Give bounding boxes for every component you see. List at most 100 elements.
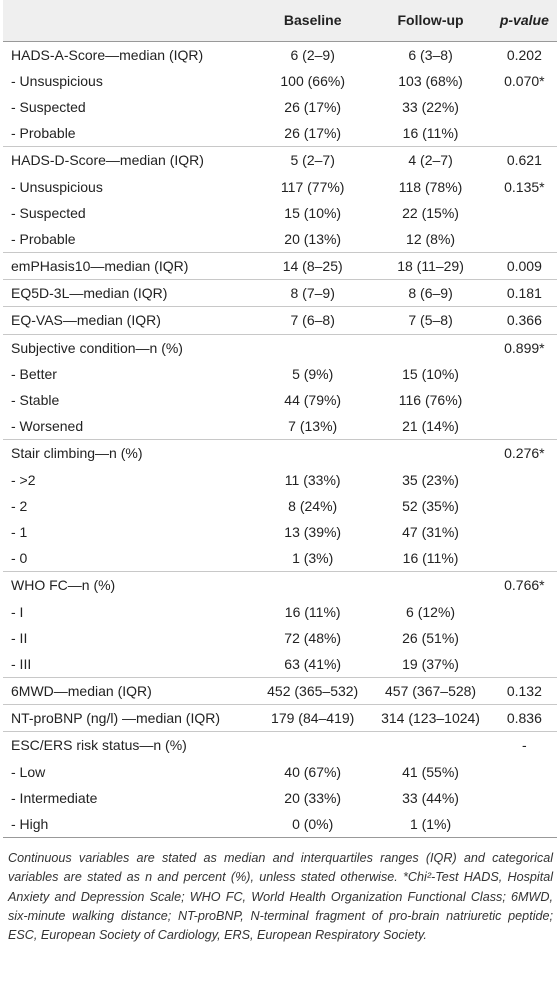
row-label: - Suspected	[11, 98, 86, 115]
row-label: - High	[3, 810, 256, 839]
table-row: 6MWD—median (IQR) 452 (365–532) 457 (367–5…	[3, 676, 557, 705]
pvalue-value	[492, 785, 557, 811]
followup-value: 47 (31%)	[402, 523, 459, 540]
row-label: - Stable	[11, 392, 60, 409]
table-container: Baseline Follow-up p-value HADS-A-Score—…	[3, 0, 557, 942]
pvalue-value: 0.621	[491, 146, 557, 174]
baseline-value: 26 (17%)	[284, 125, 342, 142]
baseline-value: 72 (48%)	[284, 629, 342, 646]
baseline-value	[255, 571, 370, 599]
followup-value: 6 (12%)	[406, 603, 456, 620]
table-row: - Probable 26 (17%) 16 (11%)	[3, 120, 557, 147]
pvalue-value: 0.276*	[491, 439, 557, 467]
followup-value	[369, 571, 492, 599]
table-row: - 2 8 (24%) 52 (35%)	[3, 493, 557, 519]
table-row: WHO FC—n (%) 0.766*	[3, 571, 557, 599]
followup-value: 16 (11%)	[402, 125, 459, 142]
baseline-value: 13 (39%)	[284, 523, 342, 540]
row-label: emPHasis10—median (IQR)	[3, 251, 256, 280]
pvalue-value: -	[491, 731, 557, 759]
row-label: - Suspected	[11, 204, 86, 221]
pvalue-value: 0.899*	[491, 333, 557, 361]
table-row: EQ5D-3L—median (IQR) 8 (7–9) 8 (6–9) 0.181	[3, 279, 557, 307]
baseline-value: 452 (365–532)	[255, 676, 370, 705]
table-row: - 0 1 (3%) 16 (11%)	[3, 545, 557, 572]
row-label: - Probable	[11, 125, 76, 142]
baseline-value: 8 (24%)	[288, 497, 338, 514]
row-label: EQ-VAS—median (IQR)	[3, 306, 256, 335]
table-row: emPHasis10—median (IQR) 14 (8–25) 18 (11–2…	[3, 251, 557, 280]
followup-value: 116 (76%)	[398, 392, 463, 409]
baseline-value: 7 (13%)	[288, 418, 338, 435]
pvalue-value: 0.202	[491, 40, 557, 68]
baseline-value: 179 (84–419)	[255, 704, 370, 732]
followup-value: 16 (11%)	[402, 550, 459, 567]
table-row: - Probable 20 (13%) 12 (8%)	[3, 226, 557, 253]
table-row: - 1 13 (39%) 47 (31%)	[3, 519, 557, 545]
baseline-value: 44 (79%)	[284, 392, 342, 409]
table-row: - >2 11 (33%) 35 (23%)	[3, 467, 557, 493]
pvalue-value: 0.366	[491, 306, 557, 335]
followup-value: 314 (123–1024)	[369, 704, 492, 732]
table-row: - III 63 (41%) 19 (37%)	[3, 651, 557, 678]
followup-value: 103 (68%)	[398, 72, 463, 89]
pvalue-value: 0.070*	[504, 72, 545, 89]
pvalue-value	[492, 651, 557, 678]
followup-value: 41 (55%)	[402, 763, 459, 780]
followup-value: 12 (8%)	[406, 230, 456, 247]
table-row: Subjective condition—n (%) 0.899*	[3, 333, 557, 361]
followup-value: 6 (3–8)	[369, 40, 492, 68]
baseline-value: 117 (77%)	[280, 178, 345, 195]
row-label: - Unsuspicious	[11, 178, 103, 195]
followup-value: 26 (51%)	[402, 629, 459, 646]
baseline-value: 16 (11%)	[284, 603, 341, 620]
followup-value	[369, 439, 492, 467]
table-row: Stair climbing—n (%) 0.276*	[3, 439, 557, 467]
row-label: WHO FC—n (%)	[3, 571, 256, 599]
table-row: - Suspected 15 (10%) 22 (15%)	[3, 200, 557, 226]
pvalue-value	[492, 413, 557, 440]
header-baseline: Baseline	[283, 12, 342, 29]
pvalue-value	[492, 625, 557, 651]
followup-value: 22 (15%)	[402, 204, 459, 221]
header-pvalue: p-value	[499, 12, 549, 29]
baseline-value: 5 (2–7)	[255, 146, 370, 174]
row-label: - >2	[11, 471, 36, 488]
table-row: - Unsuspicious 117 (77%) 118 (78%) 0.135*	[3, 173, 557, 199]
table-row: - Stable 44 (79%) 116 (76%)	[3, 387, 557, 413]
header-row: Baseline Follow-up p-value	[3, 0, 557, 41]
table-row: - Low 40 (67%) 41 (55%)	[3, 759, 557, 785]
followup-value: 33 (44%)	[402, 789, 459, 806]
row-label: EQ5D-3L—median (IQR)	[3, 279, 256, 307]
table-row: ESC/ERS risk status—n (%) -	[3, 731, 557, 759]
followup-value: 19 (37%)	[402, 655, 459, 672]
followup-value: 457 (367–528)	[369, 676, 492, 705]
row-label: - 2	[11, 497, 28, 514]
pvalue-value	[492, 120, 557, 147]
table-row: - I 16 (11%) 6 (12%)	[3, 598, 557, 624]
header-followup: Follow-up	[397, 12, 464, 29]
table-row: - II 72 (48%) 26 (51%)	[3, 625, 557, 651]
baseline-value: 14 (8–25)	[255, 251, 370, 280]
pvalue-value	[492, 598, 557, 624]
table-row: HADS-A-Score—median (IQR) 6 (2–9) 6 (3–8) 0…	[3, 40, 557, 68]
followup-value: 1 (1%)	[369, 810, 492, 839]
table-body: HADS-A-Score—median (IQR) 6 (2–9) 6 (3–8) 0…	[3, 40, 557, 839]
baseline-value: 11 (33%)	[284, 471, 341, 488]
row-label: - Intermediate	[11, 789, 98, 806]
baseline-value: 1 (3%)	[292, 550, 334, 567]
table-row: - Unsuspicious 100 (66%) 103 (68%) 0.070*	[3, 68, 557, 94]
pvalue-value: 0.766*	[491, 571, 557, 599]
row-label: - Better	[11, 365, 57, 382]
followup-value: 21 (14%)	[402, 418, 459, 435]
pvalue-value: 0.836	[491, 704, 557, 732]
row-label: - 1	[11, 523, 28, 540]
pvalue-value	[492, 200, 557, 226]
table-row: - Suspected 26 (17%) 33 (22%)	[3, 94, 557, 120]
followup-value: 33 (22%)	[402, 98, 459, 115]
pvalue-value: 0.181	[491, 279, 557, 307]
row-label: Stair climbing—n (%)	[3, 439, 256, 467]
row-label: - III	[11, 655, 32, 672]
pvalue-value	[492, 493, 557, 519]
pvalue-value	[492, 361, 557, 387]
